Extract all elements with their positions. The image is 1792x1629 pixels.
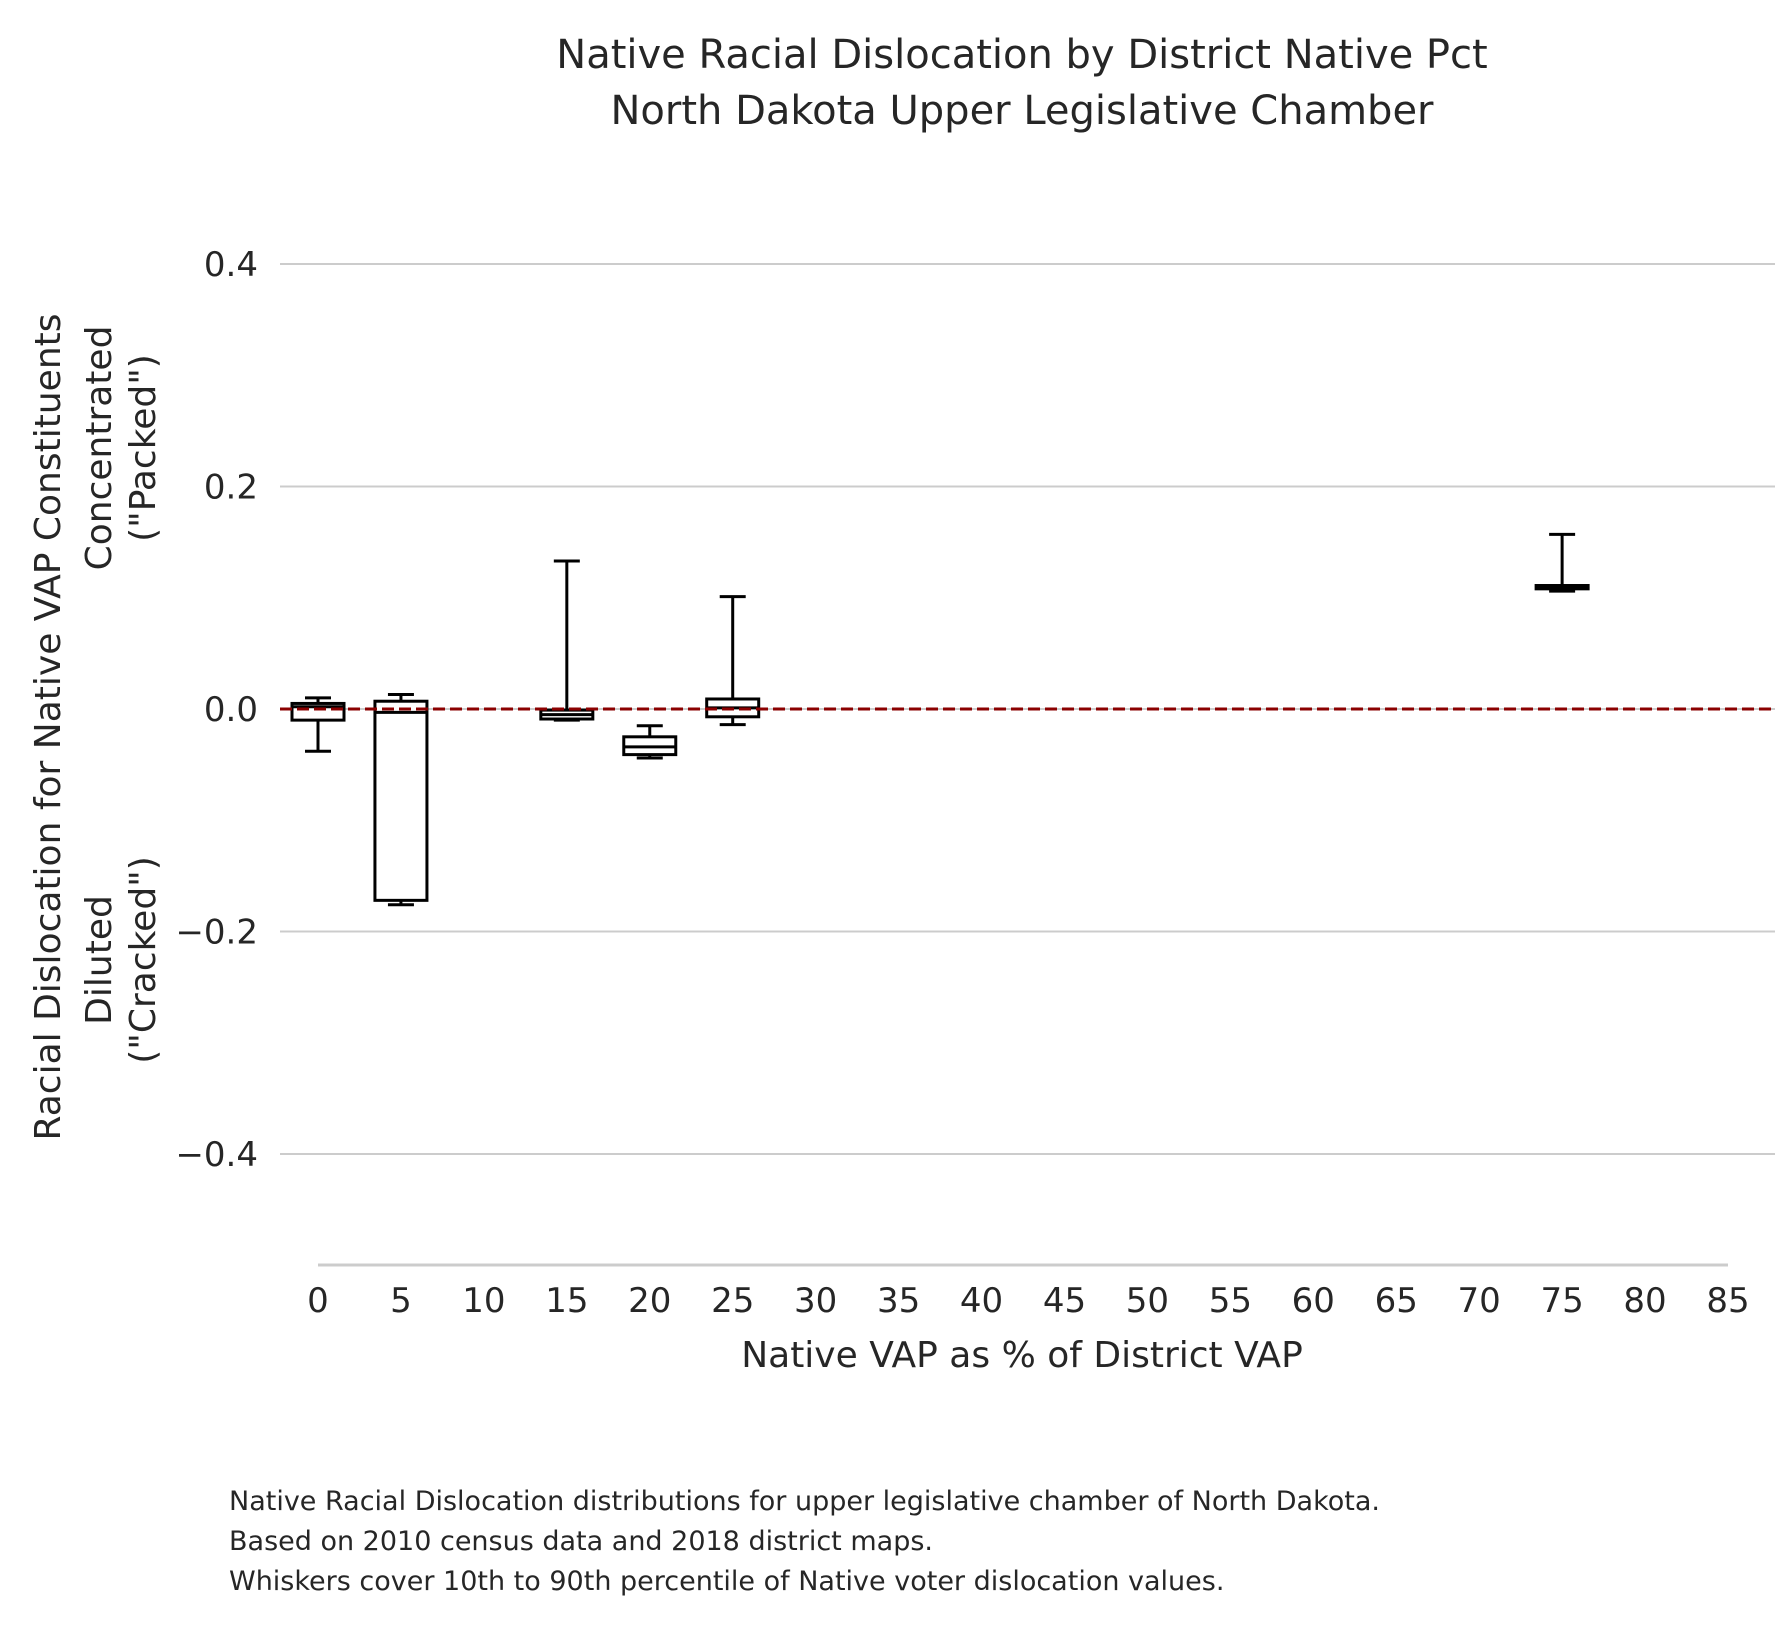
boxes	[290, 532, 1590, 907]
chart-title-line-2: North Dakota Upper Legislative Chamber	[610, 88, 1434, 134]
chart-title-line-1: Native Racial Dislocation by District Na…	[556, 32, 1487, 78]
box-group	[622, 724, 678, 760]
chart-caption: Native Racial Dislocation distributions …	[229, 1482, 1380, 1602]
x-tick-label: 60	[1292, 1281, 1335, 1321]
x-tick-label: 15	[545, 1281, 588, 1321]
box-group	[373, 693, 429, 907]
x-tick-label: 75	[1540, 1281, 1583, 1321]
x-tick-labels: 0 5 10 15 20 25 30 35 40 45 50 55 60 65 70 75 80 85	[307, 1281, 1749, 1321]
y-axis-label: Racial Dislocation for Native VAP Consti…	[28, 313, 164, 1140]
chart-title: Native Racial Dislocation by District Na…	[556, 32, 1487, 134]
x-tick-label: 0	[307, 1281, 329, 1321]
y-axis-label-packed: ("Packed")	[123, 354, 164, 542]
x-tick-label: 20	[628, 1281, 671, 1321]
y-axis-label-main: Racial Dislocation for Native VAP Consti…	[28, 313, 69, 1140]
x-tick-label: 85	[1706, 1281, 1749, 1321]
box-group	[539, 559, 595, 722]
caption-line-3: Whiskers cover 10th to 90th percentile o…	[229, 1566, 1225, 1597]
y-tick-label: 0.4	[204, 245, 258, 285]
box-group	[290, 696, 346, 753]
x-tick-label: 45	[1043, 1281, 1086, 1321]
x-tick-label: 80	[1623, 1281, 1666, 1321]
caption-line-1: Native Racial Dislocation distributions …	[229, 1486, 1380, 1517]
y-tick-label: −0.4	[175, 1135, 258, 1175]
x-tick-label: 25	[711, 1281, 754, 1321]
y-axis-label-cracked: ("Cracked")	[123, 856, 164, 1064]
y-tick-label: −0.2	[175, 913, 258, 953]
x-tick-label: 50	[1126, 1281, 1169, 1321]
y-tick-label: 0.2	[204, 468, 258, 508]
x-tick-label: 10	[462, 1281, 505, 1321]
x-axis-label: Native VAP as % of District VAP	[741, 1335, 1303, 1376]
x-tick-label: 5	[390, 1281, 412, 1321]
x-tick-label: 55	[1209, 1281, 1252, 1321]
y-tick-label: 0.0	[204, 690, 258, 730]
y-axis-label-diluted: Diluted	[79, 895, 120, 1025]
box-group	[1534, 532, 1590, 593]
caption-line-2: Based on 2010 census data and 2018 distr…	[229, 1526, 933, 1557]
box-iqr	[373, 699, 429, 902]
x-tick-label: 70	[1458, 1281, 1501, 1321]
x-tick-label: 65	[1375, 1281, 1418, 1321]
y-tick-labels: 0.4 0.2 0.0 −0.2 −0.4	[175, 245, 258, 1175]
box-group	[705, 595, 761, 727]
y-axis-label-concentrated: Concentrated	[79, 326, 120, 571]
x-tick-label: 30	[794, 1281, 837, 1321]
x-tick-label: 40	[960, 1281, 1003, 1321]
x-tick-label: 35	[877, 1281, 920, 1321]
